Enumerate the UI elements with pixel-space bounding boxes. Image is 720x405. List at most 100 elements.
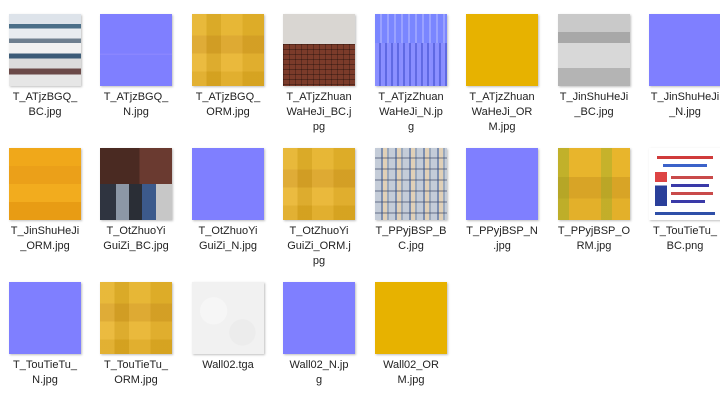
file-name-label[interactable]: T_ATjzBGQ_ N.jpg bbox=[91, 90, 181, 120]
file-thumbnail[interactable] bbox=[9, 148, 81, 220]
file-name-line: C.jpg bbox=[398, 240, 424, 252]
file-name-line: T_ATjzBGQ_ bbox=[195, 91, 261, 103]
file-item[interactable]: T_TouTieTu_ ORM.jpg bbox=[91, 282, 181, 388]
file-name-label[interactable]: T_ATjzZhuan WaHeJi_N.jp g bbox=[366, 90, 456, 135]
file-item[interactable]: T_PPyjBSP_B C.jpg bbox=[366, 148, 456, 254]
file-name-line: N.jpg bbox=[32, 374, 58, 386]
file-name-line: M.jpg bbox=[397, 374, 425, 386]
file-thumbnail[interactable] bbox=[466, 14, 538, 86]
file-name-label[interactable]: T_TouTieTu_ BC.png bbox=[640, 224, 720, 254]
file-thumbnail[interactable] bbox=[558, 148, 630, 220]
file-item[interactable]: Wall02_N.jp g bbox=[274, 282, 364, 388]
file-item[interactable]: T_OtZhuoYi GuiZi_N.jpg bbox=[183, 148, 273, 254]
file-thumbnail[interactable] bbox=[649, 14, 720, 86]
file-name-line: BC.jpg bbox=[28, 106, 62, 118]
file-name-line: T_OtZhuoYi bbox=[289, 225, 349, 237]
file-name-label[interactable]: T_PPyjBSP_N .jpg bbox=[457, 224, 547, 254]
file-name-line: _N.jpg bbox=[669, 106, 701, 118]
poster-graphic bbox=[655, 212, 715, 215]
file-name-line: M.jpg bbox=[488, 121, 516, 133]
file-item[interactable]: T_TouTieTu_ BC.png bbox=[640, 148, 720, 254]
file-thumbnail[interactable] bbox=[9, 282, 81, 354]
file-name-label[interactable]: T_ATjzZhuan WaHeJi_BC.j pg bbox=[274, 90, 364, 135]
file-name-line: BC.png bbox=[666, 240, 704, 252]
file-item[interactable]: T_ATjzZhuan WaHeJi_BC.j pg bbox=[274, 14, 364, 135]
file-name-line: RM.jpg bbox=[576, 240, 612, 252]
file-thumbnail[interactable] bbox=[192, 148, 264, 220]
file-item[interactable]: T_JinShuHeJi _N.jpg bbox=[640, 14, 720, 120]
file-thumbnail[interactable] bbox=[100, 282, 172, 354]
file-item[interactable]: T_PPyjBSP_O RM.jpg bbox=[549, 148, 639, 254]
file-thumbnail[interactable] bbox=[283, 14, 355, 86]
file-item[interactable]: T_ATjzZhuan WaHeJi_N.jp g bbox=[366, 14, 456, 135]
file-item[interactable]: T_JinShuHeJi _ORM.jpg bbox=[0, 148, 90, 254]
file-name-label[interactable]: T_PPyjBSP_O RM.jpg bbox=[549, 224, 639, 254]
file-item[interactable]: T_ATjzBGQ_ BC.jpg bbox=[0, 14, 90, 120]
file-name-line: T_OtZhuoYi bbox=[106, 225, 166, 237]
file-name-line: pg bbox=[312, 121, 326, 133]
file-thumbnail[interactable] bbox=[375, 282, 447, 354]
file-name-line: Wall02_OR bbox=[383, 359, 439, 371]
file-item[interactable]: T_PPyjBSP_N .jpg bbox=[457, 148, 547, 254]
file-name-line: GuiZi_BC.jpg bbox=[103, 240, 169, 252]
file-name-line: T_PPyjBSP_N bbox=[466, 225, 538, 237]
file-name-label[interactable]: T_PPyjBSP_B C.jpg bbox=[366, 224, 456, 254]
file-name-line: _ORM.jpg bbox=[20, 240, 70, 252]
file-name-line: T_ATjzZhuan bbox=[469, 91, 535, 103]
file-name-label[interactable]: T_ATjzBGQ_ ORM.jpg bbox=[183, 90, 273, 120]
file-name-line: T_TouTieTu_ bbox=[653, 225, 717, 237]
file-thumbnail[interactable] bbox=[283, 148, 355, 220]
file-item[interactable]: T_ATjzZhuan WaHeJi_OR M.jpg bbox=[457, 14, 547, 135]
file-thumbnail[interactable] bbox=[100, 14, 172, 86]
file-item[interactable]: T_TouTieTu_ N.jpg bbox=[0, 282, 90, 388]
file-name-label[interactable]: Wall02_N.jp g bbox=[274, 358, 364, 388]
file-name-line: ORM.jpg bbox=[114, 374, 158, 386]
file-name-label[interactable]: T_OtZhuoYi GuiZi_N.jpg bbox=[183, 224, 273, 254]
file-name-line: Wall02.tga bbox=[202, 359, 254, 371]
file-thumbnail[interactable] bbox=[558, 14, 630, 86]
file-name-line: T_ATjzZhuan bbox=[378, 91, 444, 103]
file-name-label[interactable]: Wall02_OR M.jpg bbox=[366, 358, 456, 388]
poster-graphic bbox=[671, 176, 713, 179]
file-thumbnail[interactable] bbox=[466, 148, 538, 220]
file-name-line: T_ATjzZhuan bbox=[286, 91, 352, 103]
file-name-label[interactable]: T_ATjzZhuan WaHeJi_OR M.jpg bbox=[457, 90, 547, 135]
file-name-line: pg bbox=[312, 255, 326, 267]
file-item[interactable]: T_ATjzBGQ_ ORM.jpg bbox=[183, 14, 273, 120]
file-name-label[interactable]: T_JinShuHeJi _BC.jpg bbox=[549, 90, 639, 120]
file-name-line: T_ATjzBGQ_ bbox=[103, 91, 169, 103]
file-name-line: T_JinShuHeJi bbox=[650, 91, 720, 103]
file-name-line: T_OtZhuoYi bbox=[198, 225, 258, 237]
file-item[interactable]: Wall02.tga bbox=[183, 282, 273, 373]
file-thumbnail[interactable] bbox=[649, 148, 720, 220]
file-name-line: WaHeJi_OR bbox=[471, 106, 533, 118]
file-name-label[interactable]: T_TouTieTu_ ORM.jpg bbox=[91, 358, 181, 388]
file-name-line: .jpg bbox=[493, 240, 511, 252]
file-thumbnail[interactable] bbox=[192, 282, 264, 354]
file-name-label[interactable]: T_OtZhuoYi GuiZi_ORM.j pg bbox=[274, 224, 364, 269]
file-thumbnail[interactable] bbox=[192, 14, 264, 86]
file-item[interactable]: T_OtZhuoYi GuiZi_ORM.j pg bbox=[274, 148, 364, 269]
file-name-label[interactable]: T_JinShuHeJi _ORM.jpg bbox=[0, 224, 90, 254]
file-name-line: T_ATjzBGQ_ bbox=[12, 91, 78, 103]
file-name-line: GuiZi_N.jpg bbox=[198, 240, 258, 252]
file-name-label[interactable]: T_OtZhuoYi GuiZi_BC.jpg bbox=[91, 224, 181, 254]
poster-graphic bbox=[671, 184, 709, 187]
file-name-line: N.jpg bbox=[123, 106, 149, 118]
file-name-line: T_JinShuHeJi bbox=[10, 225, 80, 237]
file-thumbnail[interactable] bbox=[375, 148, 447, 220]
file-item[interactable]: Wall02_OR M.jpg bbox=[366, 282, 456, 388]
file-thumbnail[interactable] bbox=[9, 14, 81, 86]
file-thumbnail[interactable] bbox=[283, 282, 355, 354]
file-name-label[interactable]: T_ATjzBGQ_ BC.jpg bbox=[0, 90, 90, 120]
file-item[interactable]: T_ATjzBGQ_ N.jpg bbox=[91, 14, 181, 120]
file-item[interactable]: T_JinShuHeJi _BC.jpg bbox=[549, 14, 639, 120]
file-name-label[interactable]: T_JinShuHeJi _N.jpg bbox=[640, 90, 720, 120]
file-thumbnail[interactable] bbox=[100, 148, 172, 220]
file-name-label[interactable]: T_TouTieTu_ N.jpg bbox=[0, 358, 90, 388]
file-item[interactable]: T_OtZhuoYi GuiZi_BC.jpg bbox=[91, 148, 181, 254]
file-name-line: WaHeJi_N.jp bbox=[379, 106, 443, 118]
file-thumbnail[interactable] bbox=[375, 14, 447, 86]
file-name-label[interactable]: Wall02.tga bbox=[183, 358, 273, 373]
file-name-line: g bbox=[315, 374, 323, 386]
